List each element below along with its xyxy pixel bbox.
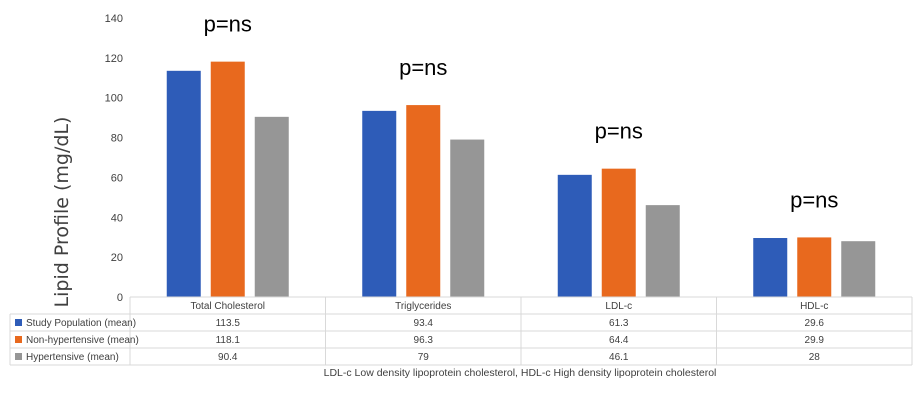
bar-study-population-mean-triglycerides: [362, 110, 397, 297]
data-value-label: 61.3: [609, 318, 629, 329]
y-axis-ticks: 0 20 40 60 80 100 120 140: [105, 13, 123, 304]
footnote: LDL-c Low density lipoprotein cholestero…: [324, 367, 717, 379]
data-value-label: 79: [418, 352, 430, 363]
y-tick-label: 120: [105, 53, 123, 65]
bar-hypertensive-mean-triglycerides: [450, 139, 485, 297]
category-label: LDL-c: [605, 301, 632, 312]
data-value-label: 28: [809, 352, 821, 363]
data-value-label: 64.4: [609, 335, 629, 346]
p-value-annotation: p=ns: [790, 187, 838, 212]
bar-non-hypertensive-mean-triglycerides: [406, 105, 441, 297]
p-value-annotation: p=ns: [399, 55, 447, 80]
legend-swatch: [15, 319, 22, 326]
bar-hypertensive-mean-hdl-c: [841, 241, 876, 297]
data-value-label: 90.4: [218, 352, 238, 363]
bar-non-hypertensive-mean-total-cholesterol: [210, 61, 245, 297]
data-value-label: 118.1: [216, 335, 241, 346]
significance-annotations: p=ns p=ns p=ns p=ns: [204, 12, 839, 213]
category-label: Total Cholesterol: [191, 301, 265, 312]
bar-non-hypertensive-mean-hdl-c: [797, 237, 832, 297]
legend-swatch: [15, 336, 22, 343]
legend-entry: Non-hypertensive (mean): [26, 335, 139, 346]
p-value-annotation: p=ns: [595, 119, 643, 144]
bar-study-population-mean-hdl-c: [753, 238, 788, 297]
bar-hypertensive-mean-total-cholesterol: [254, 116, 289, 298]
y-tick-label: 40: [111, 212, 123, 224]
y-tick-label: 20: [111, 252, 123, 264]
category-label: HDL-c: [800, 301, 828, 312]
bar-series: [130, 61, 912, 298]
legend-swatch: [15, 353, 22, 360]
bar-study-population-mean-ldl-c: [557, 174, 592, 297]
data-value-label: 96.3: [414, 335, 434, 346]
data-value-label: 29.9: [805, 335, 825, 346]
data-value-label: 46.1: [609, 352, 629, 363]
bar-non-hypertensive-mean-ldl-c: [601, 168, 636, 297]
data-value-label: 29.6: [805, 318, 825, 329]
p-value-annotation: p=ns: [204, 12, 252, 37]
y-tick-label: 0: [117, 292, 123, 304]
y-tick-label: 60: [111, 172, 123, 184]
legend-entry: Study Population (mean): [26, 318, 136, 329]
data-value-label: 93.4: [414, 318, 434, 329]
y-tick-label: 100: [105, 93, 123, 105]
bar-hypertensive-mean-ldl-c: [645, 205, 680, 297]
y-tick-label: 140: [105, 13, 123, 25]
bar-study-population-mean-total-cholesterol: [166, 70, 201, 297]
data-value-label: 113.5: [216, 318, 241, 329]
category-label: Triglycerides: [395, 301, 451, 312]
y-tick-label: 80: [111, 133, 123, 145]
data-table: Total Cholesterol Triglycerides LDL-c HDL-c…: [9, 296, 913, 366]
legend-entry: Hypertensive (mean): [26, 352, 119, 363]
y-axis-label: Lipid Profile (mg/dL): [51, 117, 73, 308]
